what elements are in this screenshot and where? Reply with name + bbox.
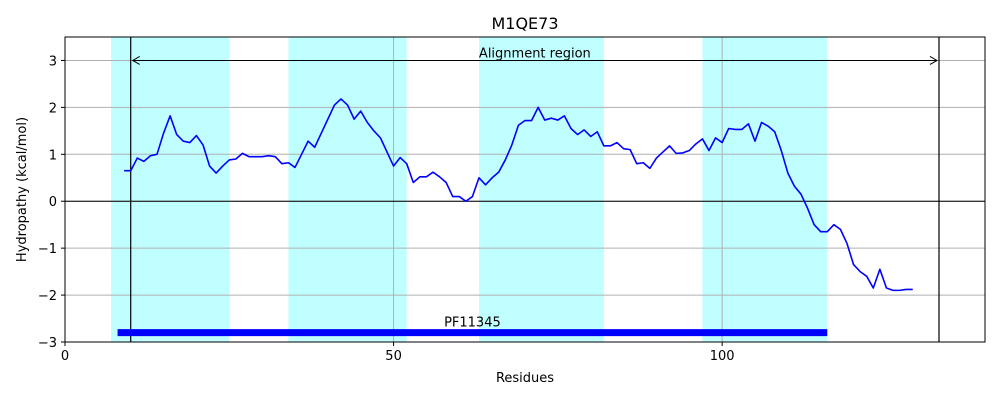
y-tick-label: 1 (49, 148, 57, 163)
alignment-arrow-head-right (929, 56, 939, 65)
helix-bands (111, 37, 828, 342)
alignment-region-label: Alignment region (479, 46, 591, 61)
y-tick-label: 3 (49, 54, 57, 69)
helix-band-1 (111, 37, 230, 342)
chart-title: M1QE73 (491, 14, 558, 33)
hydropathy-line (124, 98, 913, 292)
y-tick-label: −3 (38, 336, 57, 351)
x-tick-label: 50 (385, 349, 402, 364)
y-axis-label: Hydropathy (kcal/mol) (15, 117, 30, 262)
annotations: Alignment region PF11345 (131, 46, 939, 331)
domain-label: PF11345 (444, 316, 501, 331)
x-tick-label: 0 (61, 349, 69, 364)
x-tick-label: 100 (710, 349, 735, 364)
alignment-arrow-head-left (131, 56, 140, 65)
helix-band-4 (702, 37, 828, 342)
helix-band-3 (479, 37, 604, 342)
y-tick-label: −2 (38, 289, 57, 304)
y-tick-label: 2 (49, 101, 57, 116)
series-group (117, 98, 913, 337)
axis-ticks: 0 50 100 −3 −2 −1 0 1 2 3 (38, 54, 735, 364)
reference-lines (65, 37, 985, 342)
y-tick-label: −1 (38, 242, 57, 257)
helix-band-2 (288, 37, 407, 342)
x-axis-label: Residues (496, 371, 554, 386)
plot-frame (64, 36, 986, 343)
y-tick-label: 0 (49, 195, 57, 210)
